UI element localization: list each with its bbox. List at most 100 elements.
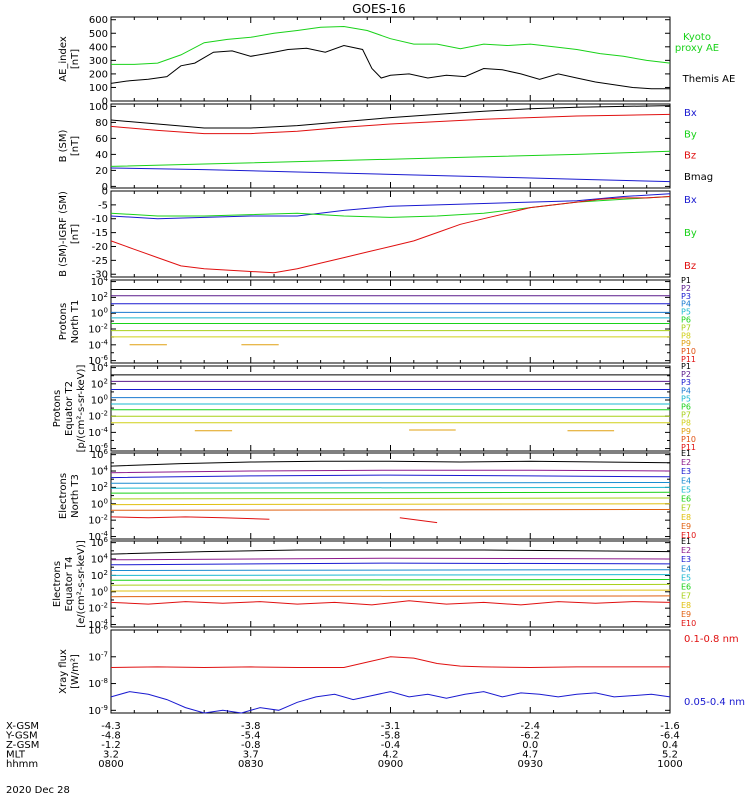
- series-line-e9: [110, 595, 671, 598]
- orbit-row-label: MLT: [6, 750, 26, 761]
- series-line-e6: [110, 491, 671, 494]
- legend-entry: E5: [681, 485, 691, 494]
- series-line-e8: [110, 589, 671, 592]
- legend-entry: P5: [681, 308, 691, 317]
- series-line-e10: [399, 517, 438, 524]
- y-axis-label: North T3: [70, 474, 81, 518]
- y-axis-label: [e/(cm²-s-sr-keV)]: [76, 540, 87, 628]
- orbit-value: 0830: [238, 759, 263, 770]
- legend-entry: proxy AE: [675, 43, 719, 54]
- legend-entry: Bx: [684, 108, 697, 119]
- y-tick-label: 100: [91, 394, 108, 407]
- y-tick-label: -10: [92, 214, 108, 225]
- plot-frame: [110, 16, 671, 102]
- y-tick-label: 104: [91, 465, 109, 478]
- legend-entry: P1: [681, 276, 691, 285]
- legend-entry: P10: [681, 435, 696, 444]
- y-axis-label: Electrons: [58, 473, 69, 519]
- series-line-e4: [110, 482, 671, 484]
- orbit-value: -5.4: [241, 731, 261, 742]
- legend-entry: E9: [681, 522, 691, 531]
- y-tick-label: -30: [92, 270, 108, 281]
- y-tick-label: 0: [102, 187, 108, 198]
- series-line-e1: [110, 549, 671, 555]
- legend-entry: P6: [681, 316, 691, 325]
- legend-entry: P2: [681, 284, 691, 293]
- legend-entry: E2: [681, 546, 691, 555]
- legend-entry: P8: [681, 331, 691, 340]
- y-tick-label: 10-4: [88, 426, 108, 439]
- legend-entry: P9: [681, 339, 691, 348]
- orbit-value: 5.2: [662, 750, 678, 761]
- plot-frame: [110, 629, 671, 714]
- legend-entry: E10: [681, 619, 696, 628]
- orbit-value: -6.2: [520, 731, 540, 742]
- y-tick-label: 104: [91, 361, 109, 374]
- panel-p3: -30 -25 -20 -15 -10 -5 0 B (SM)-IGRF (SM) [nT] Bx…: [58, 187, 697, 281]
- legend-entry: P4: [681, 386, 691, 395]
- legend-entry: E2: [681, 458, 691, 467]
- panel-p1: 0 100 200 300 400 500 600 AE_index [nT] Kyotoprox…: [58, 15, 735, 107]
- series-line-e7: [110, 583, 671, 586]
- y-tick-label: 600: [89, 15, 108, 26]
- legend-entry: P8: [681, 419, 691, 428]
- legend-entry: P10: [681, 347, 696, 356]
- series-line-e10: [110, 516, 270, 520]
- legend-entry: E5: [681, 573, 691, 582]
- legend-entry: E1: [681, 449, 691, 458]
- y-tick-label: 10-2: [88, 514, 108, 527]
- orbit-value: 0.4: [662, 740, 678, 751]
- y-tick-label: 106: [91, 448, 109, 461]
- orbit-value: 1000: [657, 759, 682, 770]
- series-line-e4: [110, 569, 671, 571]
- legend-entry: Bmag: [684, 172, 713, 183]
- panel-p2: 0 20 40 60 80 100 B (SM) [nT] Bx By Bz Bmag: [58, 102, 713, 193]
- plot-frame: [110, 190, 671, 278]
- series-line-e5: [110, 486, 671, 489]
- legend-entry: By: [684, 129, 697, 140]
- series-line-bx: [110, 167, 671, 183]
- y-axis-label: [nT]: [70, 224, 81, 244]
- legend-entry: P3: [681, 292, 691, 301]
- plot-frame: [110, 103, 671, 189]
- series-line-e3: [110, 474, 671, 479]
- panel-p8: 10-9 10-8 10-7 10-6 Xray flux [W/m²] 0.1-0.8 n…: [58, 624, 745, 717]
- y-tick-label: 200: [89, 69, 108, 80]
- orbit-value: -4.8: [101, 731, 121, 742]
- series-line-bz: [110, 196, 671, 274]
- legend-entry: E3: [681, 467, 691, 476]
- series-line-e7: [110, 497, 671, 500]
- y-tick-label: 100: [91, 497, 108, 510]
- legend-entry: E8: [681, 601, 691, 610]
- legend-entry: Themis AE: [682, 74, 736, 85]
- series-line-e9: [110, 509, 671, 511]
- legend-entry: E6: [681, 495, 691, 504]
- y-tick-label: -20: [92, 242, 108, 253]
- y-tick-label: 100: [89, 102, 108, 113]
- series-line-by: [110, 150, 671, 167]
- orbit-value: 0930: [518, 759, 543, 770]
- legend-entry: By: [684, 228, 697, 239]
- y-axis-label: Xray flux: [58, 649, 69, 694]
- plot-frame: [110, 365, 671, 452]
- legend-entry: 0.1-0.8 nm: [684, 634, 739, 645]
- y-axis-label: Equator T2: [64, 381, 75, 436]
- y-tick-label: 104: [91, 553, 109, 566]
- orbit-value: -3.8: [241, 721, 261, 732]
- legend-entry: P1: [681, 362, 691, 371]
- y-axis-label: Equator T4: [64, 557, 75, 612]
- orbit-value: -0.4: [381, 740, 401, 751]
- y-tick-label: 500: [89, 29, 108, 40]
- legend-entry: E3: [681, 555, 691, 564]
- y-axis-label: Electrons: [52, 561, 63, 607]
- legend-entry: P11: [681, 355, 696, 364]
- legend-entry: Bx: [684, 195, 697, 206]
- y-tick-label: 40: [95, 150, 108, 161]
- series-line-bz: [110, 113, 671, 135]
- legend-entry: E4: [681, 564, 691, 573]
- legend-entry: 0.05-0.4 nm: [684, 697, 745, 708]
- legend-entry: E1: [681, 537, 691, 546]
